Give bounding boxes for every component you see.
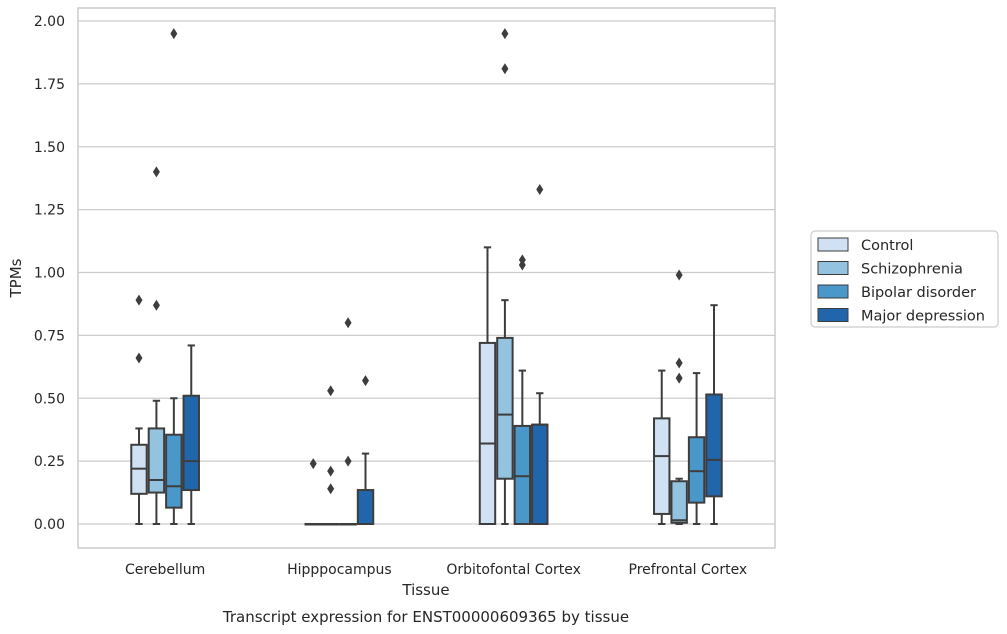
chart-caption: Transcript expression for ENST0000060936… [222, 608, 629, 626]
outlier-point [675, 372, 683, 384]
y-tick-label: 1.50 [34, 140, 65, 156]
boxes [130, 28, 723, 526]
outlier-point [327, 483, 335, 495]
box-iqr [147, 427, 166, 494]
box-major-depression [182, 344, 200, 525]
legend-item: Major depression [817, 308, 985, 325]
y-axis-label: TPMs [7, 258, 25, 298]
legend-frame [810, 230, 999, 328]
legend-item: Bipolar disorder [817, 284, 976, 301]
box-iqr [705, 393, 723, 498]
box-iqr [531, 423, 549, 525]
box-iqr [165, 433, 183, 509]
outlier-point [327, 385, 335, 397]
outlier-point [362, 375, 370, 387]
outlier-point [344, 455, 352, 467]
outlier-point [501, 63, 509, 75]
box-schizophrenia [147, 166, 166, 525]
plot-frame [77, 7, 776, 549]
box-iqr [356, 489, 375, 525]
box-iqr [513, 424, 532, 526]
outlier-point [675, 269, 683, 281]
x-axis-label: Tissue [401, 581, 449, 599]
legend-swatch [817, 261, 849, 275]
box-schizophrenia [670, 269, 688, 525]
outlier-point [152, 166, 160, 178]
x-tick-label: Orbitofontal Cortex [446, 562, 581, 578]
legend-item: Schizophrenia [817, 261, 963, 278]
box-iqr [496, 336, 514, 480]
outlier-point [327, 465, 335, 477]
box-major-depression [531, 184, 549, 525]
box-iqr [653, 417, 671, 515]
legend-label: Bipolar disorder [861, 285, 976, 301]
box-bipolar-disorder [165, 28, 183, 525]
outlier-point [170, 28, 178, 40]
y-tick-label: 0.75 [34, 328, 65, 344]
box-control [478, 246, 497, 526]
legend-swatch [817, 308, 849, 322]
x-tick-label: Hipppocampus [287, 562, 392, 578]
box-schizophrenia [496, 28, 514, 525]
y-axis-ticks: 0.00 0.25 0.50 0.75 1.00 1.25 1.50 1.75 2.00 [34, 14, 65, 533]
box-bipolar-disorder [687, 372, 706, 525]
x-axis-ticks: Cerebellum Hipppocampus Orbitofontal Corte… [125, 562, 747, 578]
legend-item: Control [817, 237, 913, 254]
box-major-depression [705, 304, 723, 525]
outlier-point [536, 184, 544, 196]
y-tick-label: 0.25 [34, 454, 65, 470]
box-major-depression [356, 375, 375, 525]
box-control [130, 294, 148, 525]
box-iqr [182, 394, 200, 492]
outlier-point [518, 254, 526, 266]
legend-swatch [817, 284, 849, 299]
legend-swatch [817, 237, 849, 252]
box-iqr [670, 480, 688, 524]
box-control [304, 458, 322, 526]
y-tick-label: 1.00 [34, 266, 65, 282]
box-bipolar-disorder [513, 254, 532, 526]
legend-label: Control [861, 238, 913, 254]
box-bipolar-disorder [339, 317, 357, 526]
y-tick-label: 0.50 [34, 391, 65, 407]
y-tick-label: 1.75 [34, 77, 65, 93]
legend: Control Schizophrenia Bipolar disorder Majo… [810, 230, 999, 328]
box-iqr [687, 436, 706, 504]
outlier-point [309, 458, 317, 470]
x-tick-label: Cerebellum [125, 562, 205, 578]
outlier-point [344, 317, 352, 329]
box-schizophrenia [321, 385, 340, 526]
y-tick-label: 0.00 [34, 517, 65, 533]
outlier-point [501, 28, 509, 40]
outlier-point [152, 299, 160, 311]
y-tick-label: 2.00 [34, 14, 65, 30]
outlier-point [135, 352, 143, 364]
legend-label: Schizophrenia [861, 262, 963, 278]
x-tick-label: Prefrontal Cortex [629, 562, 748, 578]
outlier-point [675, 357, 683, 369]
outlier-point [135, 294, 143, 306]
y-tick-label: 1.25 [34, 203, 65, 219]
box-control [653, 369, 671, 525]
legend-label: Major depression [861, 309, 985, 325]
box-iqr [478, 341, 497, 526]
